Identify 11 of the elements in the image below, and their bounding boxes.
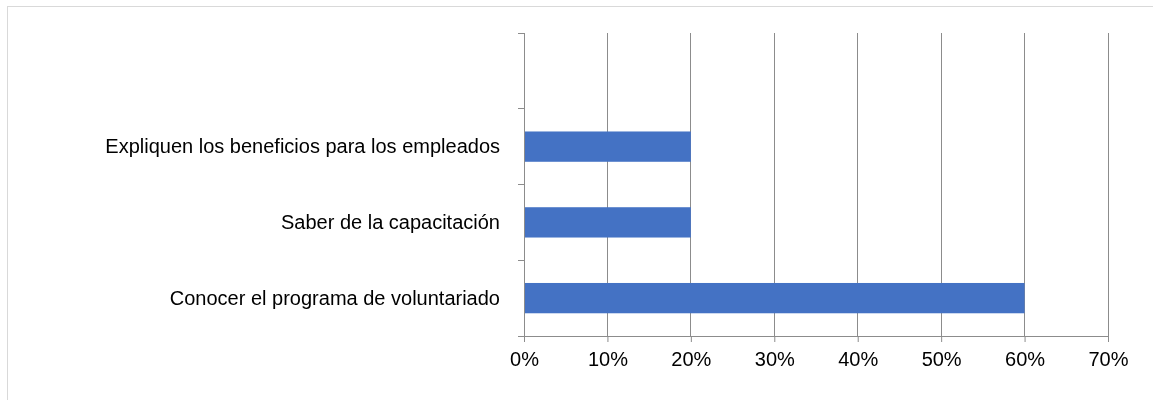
x-tick-label: 60% (1005, 348, 1046, 371)
x-tick-label: 50% (921, 348, 962, 371)
x-tick-label: 20% (671, 348, 712, 371)
x-tick-label: 30% (754, 348, 796, 371)
y-tick-label: Conocer el programa de voluntariado (169, 286, 500, 309)
y-tick-label: Expliquen los beneficios para los empleados (105, 135, 500, 158)
x-tick-label: 10% (587, 348, 629, 371)
x-tick-label: 70% (1088, 348, 1129, 371)
x-tick-label: 0% (510, 348, 540, 371)
x-tick-label: 40% (838, 348, 879, 371)
y-tick-label: Saber de la capacitación (280, 210, 500, 233)
